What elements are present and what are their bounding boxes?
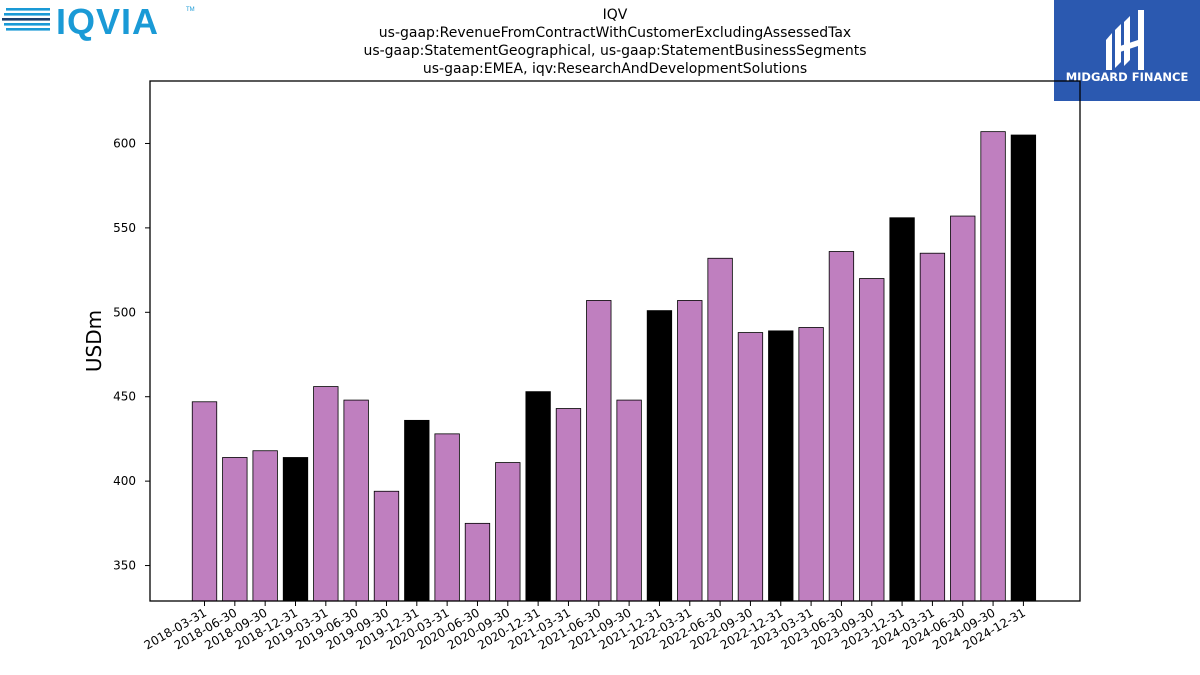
bar-2021-03-31	[555, 408, 582, 602]
bar-2018-09-30	[252, 450, 278, 602]
bar-2021-12-31	[646, 310, 673, 602]
bar-2024-03-31	[919, 252, 946, 602]
chart-title: IQV us-gaap:RevenueFromContractWithCusto…	[250, 6, 980, 78]
bar-2023-12-31	[889, 217, 915, 602]
bar-2024-12-31	[1010, 134, 1037, 602]
midgard-emblem-icon	[1106, 10, 1144, 70]
y-tick-label-500: 500	[113, 305, 136, 319]
bar-2020-09-30	[495, 462, 521, 602]
bar-2020-06-30	[464, 522, 491, 602]
bar-2019-12-31	[404, 419, 430, 602]
bar-2022-12-31	[768, 330, 794, 602]
bar-2023-09-30	[859, 278, 885, 602]
bar-2022-09-30	[737, 332, 764, 602]
chart-title-line-4: us-gaap:EMEA, iqv:ResearchAndDevelopment…	[422, 61, 808, 77]
y-tick-label-350: 350	[113, 559, 136, 573]
chart-title-line-3: us-gaap:StatementGeographical, us-gaap:S…	[363, 43, 867, 59]
bar-2021-06-30	[586, 300, 612, 602]
iqvia-logo-tm: TM	[186, 7, 195, 13]
bar-2019-03-31	[313, 386, 339, 602]
y-tick-label-450: 450	[113, 390, 136, 404]
bar-2023-03-31	[798, 327, 824, 602]
y-axis-label: USDm	[82, 310, 106, 372]
y-tick-label-400: 400	[113, 474, 136, 488]
bar-2023-06-30	[828, 251, 855, 602]
bar-2022-03-31	[677, 300, 703, 602]
y-tick-label-550: 550	[113, 221, 136, 235]
bar-2024-06-30	[950, 215, 976, 602]
plot-frame	[149, 80, 1081, 602]
bars-group	[191, 131, 1037, 602]
iqvia-logo-text: IQVIA	[56, 1, 159, 42]
iqvia-logo: IQVIA TM	[2, 1, 195, 42]
bar-2020-12-31	[525, 391, 551, 602]
bar-2021-09-30	[616, 399, 642, 602]
bar-2019-06-30	[343, 399, 369, 602]
chart-title-line-2: us-gaap:RevenueFromContractWithCustomerE…	[378, 25, 852, 41]
y-axis: 350 400 450 500 550 600	[113, 136, 150, 573]
iqvia-logo-lines-icon	[2, 8, 50, 31]
chart-title-line-1: IQV	[602, 7, 628, 23]
x-axis: 2018-03-312018-06-302018-09-302018-12-31…	[142, 601, 1028, 652]
bar-2019-09-30	[373, 490, 400, 602]
bar-2018-12-31	[282, 457, 309, 602]
midgard-finance-logo: MIDGARD FINANCE	[1054, 0, 1200, 101]
bar-2020-03-31	[434, 433, 460, 602]
bar-2022-06-30	[707, 257, 733, 602]
bar-2018-06-30	[222, 457, 248, 602]
bar-2018-03-31	[191, 401, 218, 602]
midgard-logo-text: MIDGARD FINANCE	[1066, 70, 1189, 84]
bar-2024-09-30	[980, 131, 1006, 602]
y-tick-label-600: 600	[113, 136, 136, 150]
